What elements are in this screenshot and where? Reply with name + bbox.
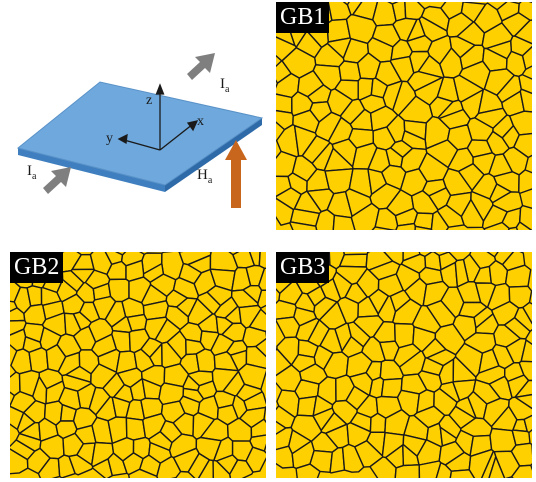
grain-map-gb2 (10, 252, 266, 478)
schematic-panel: z x y Ia Ia Ha (0, 0, 270, 230)
grain-cell (276, 348, 293, 377)
grain-cell (474, 107, 508, 129)
grain-cell (126, 313, 148, 332)
grain-cell (520, 339, 532, 363)
grain-map-gb3 (276, 252, 532, 478)
current-label-bottom: Ia (27, 163, 37, 182)
slab-front-edge (18, 148, 165, 192)
grain-cell (245, 446, 266, 473)
grain-cell (276, 93, 293, 114)
grain-cell (148, 430, 173, 452)
axis-label-x: x (197, 114, 204, 129)
grain-cell (369, 412, 387, 434)
grain-cell (289, 221, 318, 230)
grain-cell (10, 405, 25, 431)
current-arrow-in (43, 167, 71, 194)
grain-cell (127, 468, 159, 478)
grain-cell (350, 202, 380, 230)
axis-label-z: z (146, 93, 152, 108)
grain-panel-gb1: GB1 (276, 2, 532, 230)
grain-cell (276, 445, 295, 469)
grain-cell (369, 456, 397, 478)
panel-label-gb3: GB3 (276, 252, 330, 283)
slab-top-face (16, 81, 264, 186)
grain-cell (237, 363, 266, 391)
grain-cell (510, 464, 532, 478)
grain-map-gb1 (276, 2, 532, 230)
panel-label-gb1: GB1 (276, 2, 330, 33)
grain-cell (414, 225, 433, 230)
grain-cell (511, 429, 531, 446)
grain-cell (172, 447, 200, 473)
grain-cell (518, 73, 532, 95)
current-arrow-out (187, 53, 215, 80)
grain-cell (518, 169, 532, 195)
grain-cell (28, 346, 49, 374)
grain-cell (107, 452, 128, 477)
grain-cell (394, 464, 421, 478)
grain-cell (245, 345, 266, 370)
field-label: Ha (197, 167, 213, 186)
grain-cell (503, 316, 531, 340)
grain-cell (242, 284, 263, 304)
panel-label-gb2: GB2 (10, 252, 64, 283)
grain-cell (255, 338, 266, 358)
grain-cell (276, 426, 294, 451)
grain-cell (338, 253, 368, 268)
grain-cell (212, 459, 232, 478)
slab-schematic: z x y Ia Ia Ha (16, 53, 264, 208)
grain-cell (483, 221, 510, 230)
grain-cell (435, 461, 453, 478)
current-label-top: Ia (220, 76, 230, 95)
grain-panel-gb2: GB2 (10, 252, 266, 478)
axis-label-y: y (106, 131, 113, 146)
grain-cell (449, 469, 476, 478)
grain-cell (515, 221, 532, 230)
grain-cell (519, 88, 532, 113)
grain-cell (195, 348, 216, 373)
grain-cell (250, 418, 266, 439)
slab-right-edge (165, 118, 262, 192)
grain-cell (522, 301, 532, 325)
field-arrow (225, 140, 247, 208)
grain-panel-gb3: GB3 (276, 252, 532, 478)
grain-cell (514, 393, 532, 410)
grain-cell (37, 457, 61, 478)
grain-cell (295, 463, 321, 478)
grain-cell (488, 456, 506, 478)
coordinate-axes (117, 83, 199, 151)
